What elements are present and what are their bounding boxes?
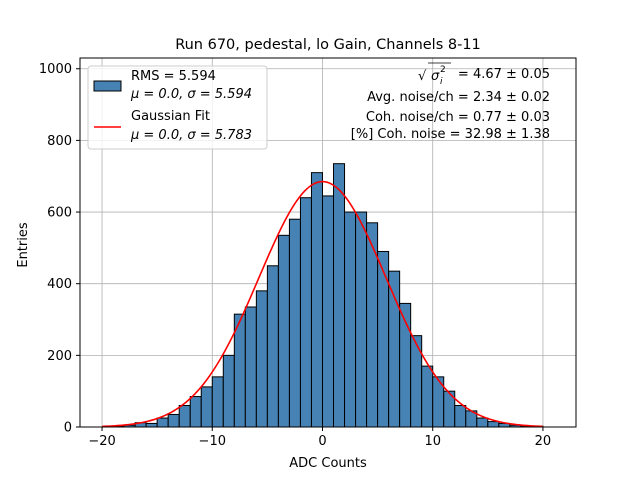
x-tick-label: 10 (424, 434, 441, 449)
y-tick-label: 600 (47, 206, 72, 221)
legend-fit-stats: μ = 0.0, σ = 5.783 (130, 128, 252, 143)
histogram-bar (421, 365, 434, 428)
histogram-bar (222, 354, 235, 428)
y-axis-ticks: 0 200 400 600 800 1000 (39, 62, 80, 436)
annotation-rms-sigma: √ σ 2 i = 4.67 ± 0.05 (418, 62, 550, 87)
histogram-bar (344, 211, 357, 428)
y-tick-label: 400 (47, 277, 72, 292)
annotation-coh-noise-percent: [%] Coh. noise = 32.98 ± 1.38 (351, 127, 550, 142)
legend-histogram-stats: μ = 0.0, σ = 5.594 (130, 87, 252, 102)
histogram-bar (476, 417, 489, 428)
histogram-bar (377, 250, 390, 428)
annotation-sqrt-sign: √ (418, 69, 427, 84)
histogram-bar (333, 163, 346, 428)
legend: RMS = 5.594 μ = 0.0, σ = 5.594 Gaussian … (87, 65, 268, 150)
gaussian-fit-curve (102, 180, 543, 428)
histogram-bar (277, 234, 290, 428)
annotation-sigma-sup: 2 (440, 65, 446, 75)
legend-fit-label: Gaussian Fit (131, 109, 210, 124)
legend-box (87, 65, 268, 150)
histogram-bar (156, 417, 169, 428)
x-tick-label: 0 (318, 434, 326, 449)
y-axis-label: Entries (16, 222, 31, 268)
histogram-bar (145, 422, 158, 428)
annotation-avg-noise: Avg. noise/ch = 2.34 ± 0.02 (367, 90, 550, 105)
noise-annotations: √ σ 2 i = 4.67 ± 0.05 Avg. noise/ch = 2.… (351, 62, 550, 142)
x-tick-label: 20 (535, 434, 552, 449)
legend-histogram-swatch (93, 80, 122, 92)
histogram-bar (178, 405, 191, 428)
plot-frame (79, 57, 577, 428)
x-axis-ticks: −20 −10 0 10 20 (88, 427, 551, 449)
histogram-bar (189, 396, 202, 428)
histogram-bar (244, 306, 257, 428)
histogram-bar (288, 218, 301, 428)
histogram-bar (454, 405, 467, 428)
histogram-bar (200, 386, 213, 428)
histogram-bar (266, 265, 279, 428)
histogram-bar (255, 290, 268, 428)
x-axis-label: ADC Counts (289, 456, 367, 471)
x-tick-label: −20 (88, 434, 115, 449)
histogram-bar (321, 195, 335, 428)
histogram-bar (310, 172, 323, 428)
annotation-sigma: σ (431, 69, 440, 84)
histogram-bar (299, 197, 312, 428)
y-tick-label: 0 (64, 421, 72, 436)
annotation-coh-noise: Coh. noise/ch = 0.77 ± 0.03 (366, 110, 550, 125)
y-tick-label: 800 (47, 134, 72, 149)
histogram-bar (487, 421, 500, 428)
legend-histogram-label: RMS = 5.594 (131, 69, 216, 84)
histogram-bar (211, 376, 224, 428)
x-tick-label: −10 (199, 434, 226, 449)
histogram-bar (167, 413, 180, 428)
histogram-bar (355, 211, 368, 428)
y-tick-label: 200 (47, 349, 72, 364)
y-tick-label: 1000 (39, 62, 72, 77)
annotation-sigma-sub: i (440, 77, 443, 87)
chart-title: Run 670, pedestal, lo Gain, Channels 8-1… (175, 37, 481, 53)
annotation-rms-value: = 4.67 ± 0.05 (458, 67, 550, 82)
